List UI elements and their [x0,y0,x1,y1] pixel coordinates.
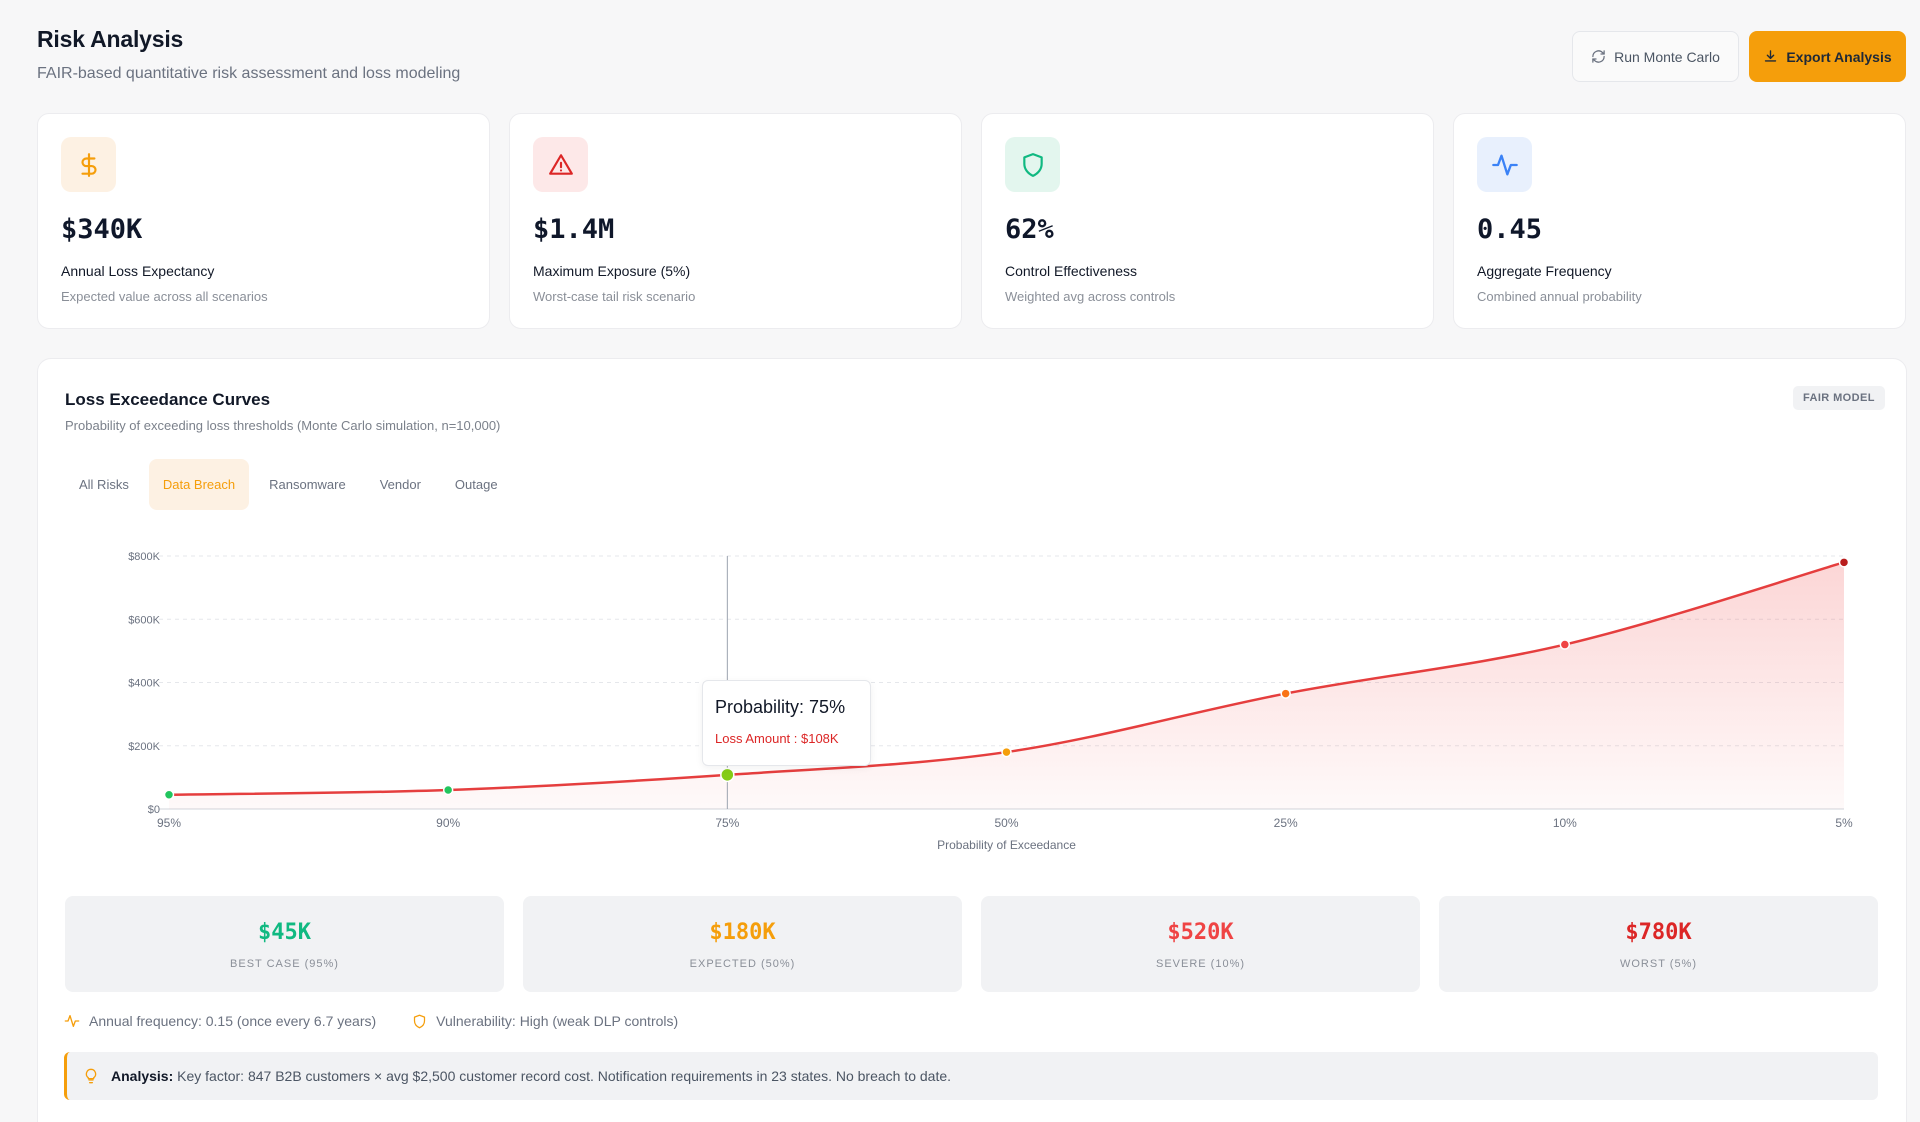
activity-icon [1491,154,1518,175]
page-subtitle: FAIR-based quantitative risk assessment … [37,65,461,82]
data-point [1838,557,1850,568]
x-tick-label: 10% [1553,816,1577,830]
x-axis-label: Probability of Exceedance [937,838,1076,852]
analysis-label: Analysis: [111,1068,174,1084]
risk-tabs: All Risks Data Breach Ransomware Vendor … [65,459,512,510]
kpi-description: Combined annual probability [1477,289,1642,304]
page-title: Risk Analysis [37,26,184,52]
risk-meta-row: Annual frequency: 0.15 (once every 6.7 y… [64,1013,678,1029]
x-tick-label: 25% [1274,816,1298,830]
summary-best-case: $45K BEST CASE (95%) [65,896,504,992]
kpi-value: $1.4M [533,214,615,245]
kpi-icon-bg [1005,137,1060,192]
analysis-text: Key factor: 847 B2B customers × avg $2,5… [177,1068,952,1084]
summary-value: $780K [1625,920,1692,945]
tab-vendor[interactable]: Vendor [379,477,421,492]
series-area [169,562,1844,809]
shield-icon [414,1014,426,1028]
panel-title: Loss Exceedance Curves [65,390,271,409]
kpi-label: Control Effectiveness [1005,263,1138,279]
kpi-value: 62% [1005,214,1054,245]
summary-expected: $180K EXPECTED (50%) [523,896,962,992]
vulnerability-text: Vulnerability: High (weak DLP controls) [436,1013,679,1029]
dollar-icon [80,152,97,177]
vulnerability-meta: Vulnerability: High (weak DLP controls) [412,1013,678,1029]
kpi-label: Aggregate Frequency [1477,263,1612,279]
kpi-card-max-exposure: $1.4M Maximum Exposure (5%) Worst-case t… [509,113,962,329]
page-header: Risk Analysis FAIR-based quantitative ri… [37,26,460,83]
kpi-icon-bg [533,137,588,192]
summary-label: WORST (5%) [1619,958,1698,970]
kpi-card-control-effectiveness: 62% Control Effectiveness Weighted avg a… [981,113,1434,329]
export-analysis-label: Export Analysis [1786,48,1892,65]
tab-all-risks[interactable]: All Risks [79,477,129,492]
y-tick-label: $400K [128,678,160,690]
summary-value: $520K [1167,920,1234,945]
kpi-value: $340K [61,214,143,245]
warning-icon [548,153,573,175]
tab-outage[interactable]: Outage [454,477,498,492]
x-tick-label: 75% [715,816,739,830]
kpi-label: Maximum Exposure (5%) [533,263,691,279]
kpi-icon-bg [61,137,116,192]
kpi-description: Expected value across all scenarios [61,289,268,304]
kpi-icon-bg [1477,137,1532,192]
y-tick-label: $800K [128,551,160,563]
fair-model-badge: FAIR MODEL [1793,386,1885,410]
export-analysis-button[interactable]: Export Analysis [1749,31,1906,82]
kpi-value: 0.45 [1477,214,1543,245]
data-point [163,789,175,801]
summary-label: EXPECTED (50%) [689,958,796,970]
data-point [720,767,735,783]
data-point [1280,688,1291,699]
download-icon [1765,50,1777,62]
refresh-icon [1592,50,1605,63]
tooltip-value: Loss Amount : $108K [715,731,839,746]
data-point [1001,746,1012,758]
summary-severe: $520K SEVERE (10%) [981,896,1420,992]
frequency-text: Annual frequency: 0.15 (once every 6.7 y… [89,1013,377,1029]
kpi-label: Annual Loss Expectancy [61,263,215,279]
activity-icon [64,1015,80,1027]
kpi-description: Worst-case tail risk scenario [533,289,696,304]
kpi-card-annual-loss: $340K Annual Loss Expectancy Expected va… [37,113,490,329]
summary-worst: $780K WORST (5%) [1439,896,1878,992]
summary-label: BEST CASE (95%) [230,958,339,970]
loss-exceedance-chart[interactable]: $0 $200K $400K $600K $800K 95% 90% 75% 50% 25% 10%… [0,0,1920,900]
lightbulb-icon [85,1068,97,1084]
x-tick-label: 50% [994,816,1018,830]
panel-subtitle: Probability of exceeding loss thresholds… [65,418,501,433]
data-point [442,784,454,796]
y-tick-label: $0 [148,804,160,816]
shield-icon [1022,152,1043,177]
summary-label: SEVERE (10%) [1155,958,1246,970]
tab-data-breach[interactable]: Data Breach [148,459,250,510]
frequency-meta: Annual frequency: 0.15 (once every 6.7 y… [64,1013,376,1029]
x-tick-label: 5% [1835,816,1853,830]
summary-value: $45K [258,920,311,945]
summary-value: $180K [709,920,776,945]
chart-tooltip: Probability: 75% Loss Amount : $108K [702,680,871,766]
y-tick-label: $200K [128,741,160,753]
x-tick-label: 90% [436,816,460,830]
y-tick-label: $600K [128,614,160,626]
run-monte-carlo-label: Run Monte Carlo [1614,48,1720,65]
tab-ransomware[interactable]: Ransomware [269,477,346,492]
tooltip-title: Probability: 75% [715,697,846,717]
data-point [1559,639,1571,650]
kpi-description: Weighted avg across controls [1005,289,1176,304]
analysis-callout: Analysis: Key factor: 847 B2B customers … [64,1052,1878,1100]
kpi-card-aggregate-frequency: 0.45 Aggregate Frequency Combined annual… [1453,113,1906,329]
x-tick-label: 95% [157,816,181,830]
run-monte-carlo-button[interactable]: Run Monte Carlo [1572,31,1739,82]
